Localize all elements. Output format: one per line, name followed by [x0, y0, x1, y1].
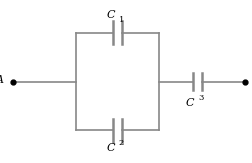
Text: 3: 3 [198, 94, 203, 102]
Text: C: C [185, 98, 194, 108]
Text: C: C [106, 10, 114, 20]
Text: A: A [0, 75, 4, 85]
Text: 2: 2 [118, 139, 124, 147]
Text: B: B [251, 75, 252, 85]
Text: C: C [106, 143, 114, 153]
Text: 1: 1 [118, 16, 124, 24]
